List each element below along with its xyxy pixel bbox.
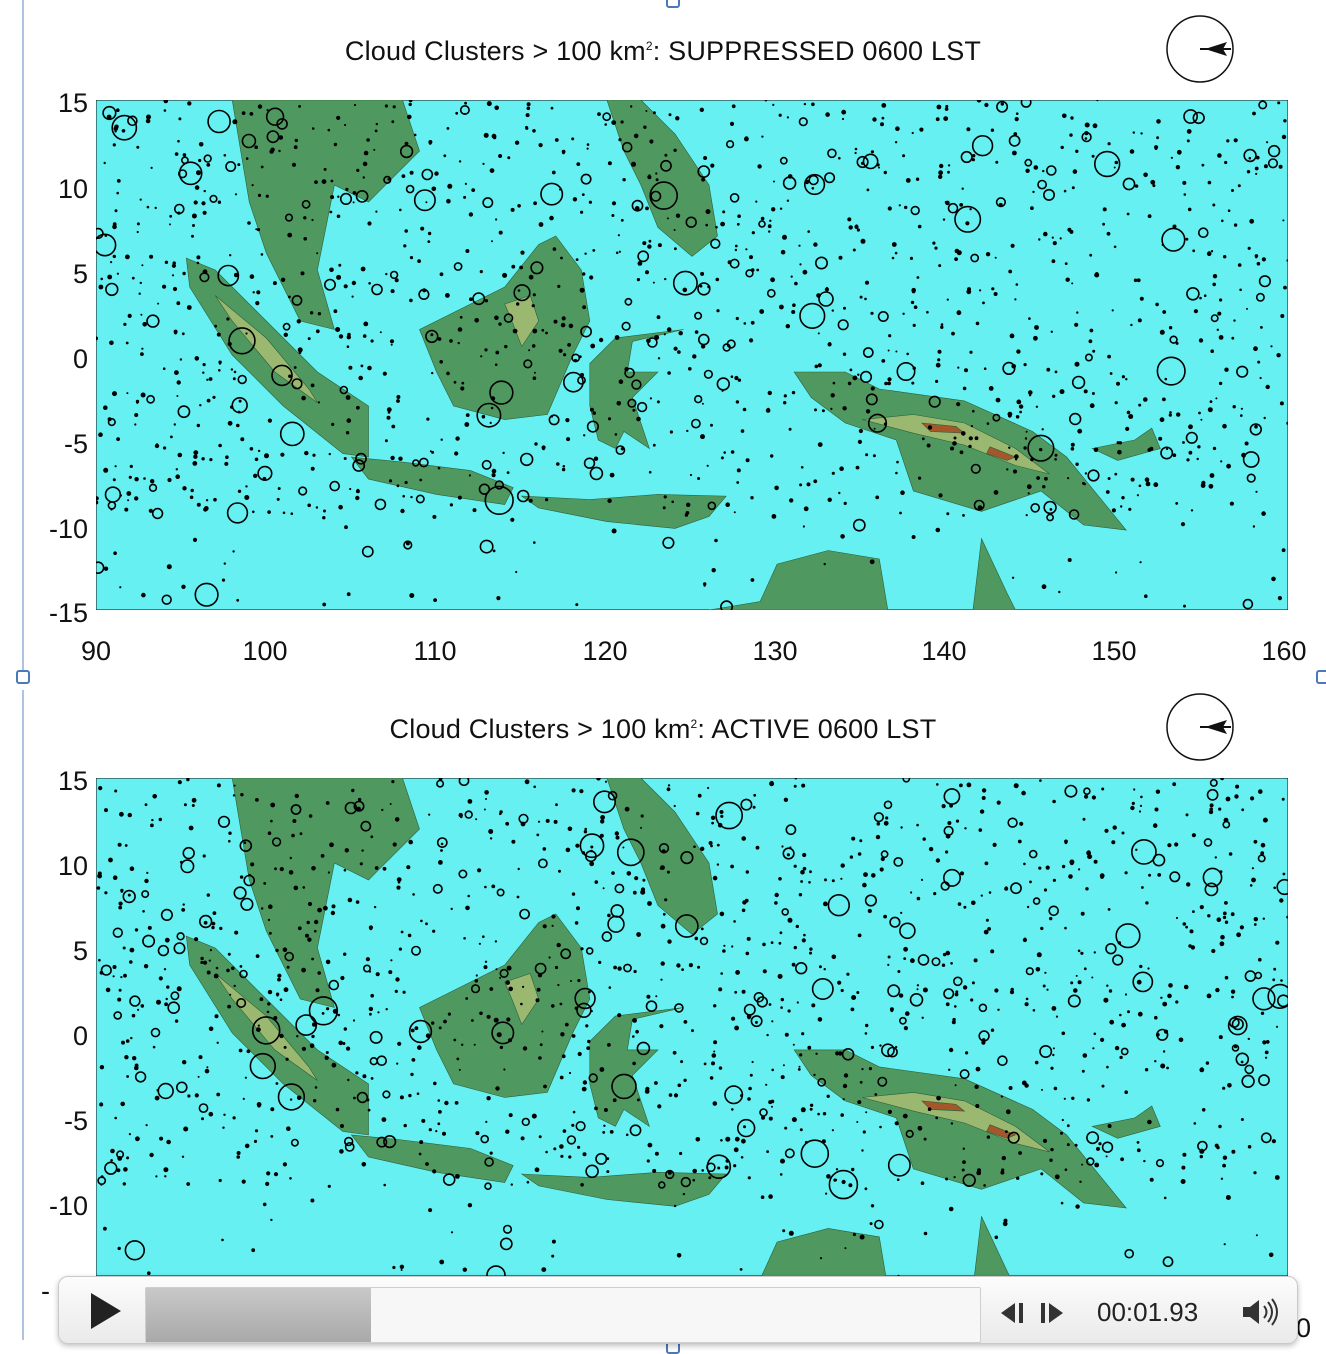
- x-tick: 110: [413, 636, 457, 666]
- highland: [504, 973, 540, 1026]
- y-tick: 0: [72, 1021, 88, 1051]
- landmass: [520, 1171, 727, 1207]
- x-tick: 120: [582, 636, 628, 666]
- resize-handle-left[interactable]: [16, 670, 30, 684]
- title-prefix: Cloud Clusters > 100 km: [389, 714, 691, 744]
- resize-handle-top[interactable]: [666, 0, 680, 8]
- y-tick: -5: [63, 1106, 88, 1136]
- y-tick: 5: [72, 936, 88, 966]
- x-tick: 140: [921, 636, 967, 666]
- step-back-icon[interactable]: [999, 1301, 1027, 1325]
- x-tick: 100: [242, 636, 288, 666]
- panel-title: Cloud Clusters > 100 km2: ACTIVE 0600 LS…: [0, 714, 1326, 745]
- landmass: [761, 1228, 887, 1276]
- landmass: [974, 1215, 1010, 1276]
- y-tick: -5: [63, 429, 88, 459]
- landmass: [793, 1049, 1127, 1209]
- map-area: [96, 778, 1288, 1276]
- step-forward-icon[interactable]: [1037, 1301, 1065, 1325]
- volume-icon[interactable]: [1241, 1297, 1281, 1327]
- landmass: [231, 100, 420, 330]
- y-tick: 10: [57, 851, 88, 881]
- landmass: [350, 456, 514, 505]
- cloud-cluster-markers: [96, 778, 1288, 1276]
- title-prefix: Cloud Clusters > 100 km: [344, 36, 646, 66]
- title-superscript: 2: [645, 39, 653, 53]
- x-tick: 160: [1261, 636, 1307, 666]
- y-tick: 10: [57, 174, 88, 204]
- frame-left-edge: [22, 0, 24, 680]
- clock-dial-icon: [1166, 693, 1234, 761]
- mountain-range: [986, 446, 1017, 461]
- landmass: [520, 494, 727, 529]
- time-display: 00:01.93: [1097, 1297, 1199, 1327]
- landmass: [231, 778, 420, 1008]
- x-tick: 150: [1091, 636, 1137, 666]
- frame-left-edge-lower: [22, 690, 24, 1340]
- y-tick: 15: [57, 88, 88, 118]
- landmass: [708, 550, 889, 610]
- panel-title: Cloud Clusters > 100 km2: SUPPRESSED 060…: [0, 36, 1326, 67]
- y-tick: 0: [72, 344, 88, 374]
- clock-dial-icon: [1166, 15, 1234, 83]
- title-suffix: : SUPPRESSED 0600 LST: [652, 36, 982, 66]
- play-icon[interactable]: [85, 1291, 125, 1331]
- x-tick: 130: [752, 636, 798, 666]
- landmass: [1091, 427, 1161, 461]
- x-tick: 90: [80, 636, 112, 666]
- landmass: [972, 537, 1016, 610]
- landmass: [1091, 1105, 1161, 1139]
- y-tick: 5: [72, 259, 88, 289]
- y-tick: -15: [48, 598, 88, 628]
- y-tick: -10: [48, 514, 88, 544]
- highland: [214, 973, 318, 1081]
- progress-fill: [146, 1288, 372, 1342]
- mountain-range: [921, 1100, 966, 1112]
- landmass: [606, 778, 718, 935]
- resize-handle-right[interactable]: [1316, 670, 1326, 684]
- cloud-cluster-markers: [96, 100, 1288, 610]
- clipped-x-tick: 0: [1296, 1313, 1312, 1343]
- y-tick: 15: [57, 766, 88, 796]
- map-area: [96, 100, 1288, 610]
- landmass: [419, 235, 591, 420]
- media-controller: 00:01.93: [58, 1276, 1298, 1344]
- title-suffix: : ACTIVE 0600 LST: [697, 714, 937, 744]
- y-tick: -10: [48, 1191, 88, 1221]
- progress-track[interactable]: [145, 1287, 981, 1343]
- landmass: [419, 913, 591, 1098]
- title-superscript: 2: [690, 717, 698, 731]
- y-tick: -: [41, 1276, 50, 1306]
